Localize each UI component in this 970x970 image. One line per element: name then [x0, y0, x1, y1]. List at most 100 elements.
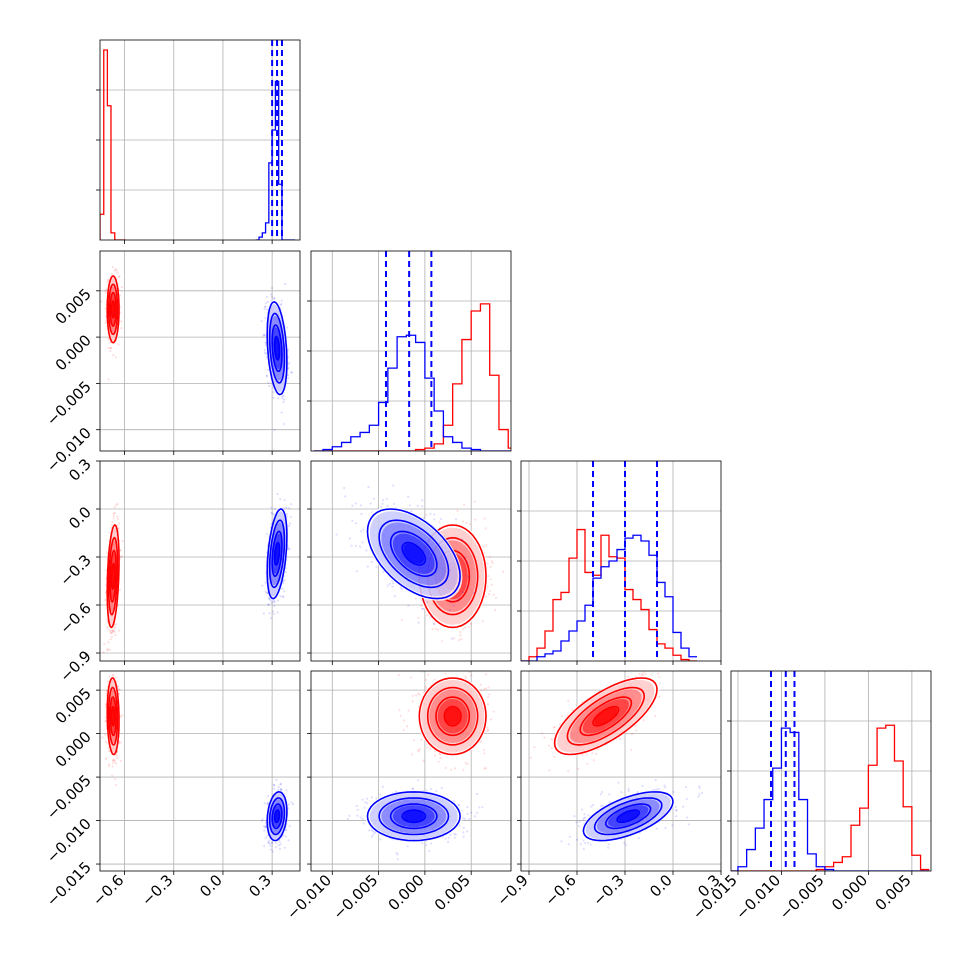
- panel-3-1: [310, 662, 512, 872]
- scatter-point: [281, 595, 284, 598]
- scatter-point: [493, 609, 497, 612]
- scatter-point: [365, 549, 368, 552]
- scatter-point: [282, 395, 285, 398]
- scatter-point: [270, 506, 273, 509]
- scatter-point: [490, 560, 494, 563]
- scatter-point: [116, 518, 120, 521]
- scatter-point: [119, 715, 122, 718]
- scatter-point: [290, 371, 293, 374]
- scatter-point: [486, 703, 490, 706]
- scatter-point: [121, 539, 124, 543]
- scatter-point: [381, 502, 384, 505]
- scatter-point: [264, 352, 267, 355]
- scatter-point: [104, 757, 108, 760]
- scatter-point: [287, 507, 291, 510]
- scatter-point: [359, 504, 363, 507]
- scatter-point: [433, 754, 436, 757]
- scatter-point: [459, 633, 462, 637]
- scatter-point: [430, 615, 434, 618]
- scatter-point: [105, 320, 108, 323]
- scatter-point: [485, 595, 488, 598]
- scatter-point: [417, 616, 420, 619]
- scatter-point: [107, 278, 110, 281]
- scatter-point: [468, 522, 471, 526]
- scatter-point: [474, 662, 476, 664]
- scatter-point: [112, 514, 115, 517]
- scatter-point: [492, 593, 495, 596]
- scatter-point: [421, 607, 424, 610]
- scatter-point: [450, 637, 454, 640]
- scatter-point: [102, 651, 105, 654]
- scatter-point: [278, 847, 282, 850]
- scatter-point: [369, 502, 372, 505]
- scatter-point: [453, 767, 457, 770]
- scatter-point: [408, 504, 412, 507]
- scatter-point: [461, 520, 465, 523]
- scatter-point: [119, 741, 122, 744]
- scatter-point: [284, 506, 288, 509]
- scatter-point: [279, 595, 282, 598]
- scatter-point: [348, 537, 351, 540]
- scatter-point: [454, 518, 458, 521]
- scatter-point: [104, 291, 107, 294]
- red-histogram: [313, 303, 511, 451]
- scatter-point: [107, 641, 110, 644]
- scatter-point: [264, 341, 267, 344]
- scatter-point: [273, 428, 276, 432]
- scatter-point: [433, 622, 436, 626]
- scatter-point: [280, 299, 283, 302]
- scatter-point: [287, 377, 290, 380]
- contour-line: [109, 549, 117, 603]
- contour-line: [110, 562, 116, 590]
- scatter-point: [422, 599, 425, 603]
- scatter-point: [279, 497, 282, 501]
- scatter-point: [266, 802, 270, 805]
- contour-line: [273, 335, 281, 361]
- scatter-point: [420, 604, 423, 607]
- scatter-point: [115, 784, 118, 787]
- scatter-point: [288, 522, 291, 525]
- scatter-point: [276, 611, 279, 614]
- scatter-point: [456, 599, 459, 602]
- scatter-point: [118, 688, 121, 691]
- scatter-point: [467, 575, 470, 578]
- contour-line: [268, 519, 286, 589]
- scatter-point: [115, 754, 118, 757]
- scatter-point: [112, 759, 115, 762]
- scatter-point: [279, 304, 282, 307]
- scatter-point: [115, 503, 118, 506]
- scatter-point: [438, 527, 441, 530]
- scatter-point: [104, 703, 107, 706]
- scatter-point: [482, 545, 485, 548]
- contour-line: [366, 508, 461, 600]
- contour-line: [268, 312, 286, 384]
- scatter-point: [117, 275, 120, 278]
- scatter-point: [106, 648, 109, 652]
- scatter-point: [407, 495, 410, 498]
- scatter-point: [110, 526, 113, 529]
- scatter-point: [288, 524, 291, 527]
- scatter-point: [108, 675, 111, 678]
- scatter-point: [111, 765, 114, 768]
- scatter-point: [272, 787, 276, 790]
- panel-frame: [99, 460, 301, 662]
- scatter-point: [273, 507, 276, 511]
- scatter-point: [272, 610, 275, 613]
- scatter-point: [462, 768, 465, 771]
- scatter-point: [367, 485, 370, 489]
- scatter-point: [113, 269, 117, 272]
- contour-line: [106, 524, 120, 629]
- scatter-point: [292, 803, 295, 806]
- scatter-point: [278, 840, 281, 844]
- scatter-point: [392, 502, 396, 506]
- scatter-point: [422, 516, 426, 519]
- contour-line: [109, 696, 117, 737]
- scatter-point: [111, 629, 114, 632]
- scatter-point: [379, 505, 382, 509]
- scatter-point: [112, 673, 115, 676]
- scatter-point: [361, 541, 364, 544]
- scatter-point: [407, 604, 410, 607]
- scatter-point: [467, 626, 470, 629]
- scatter-point: [284, 835, 288, 838]
- scatter-point: [110, 774, 114, 777]
